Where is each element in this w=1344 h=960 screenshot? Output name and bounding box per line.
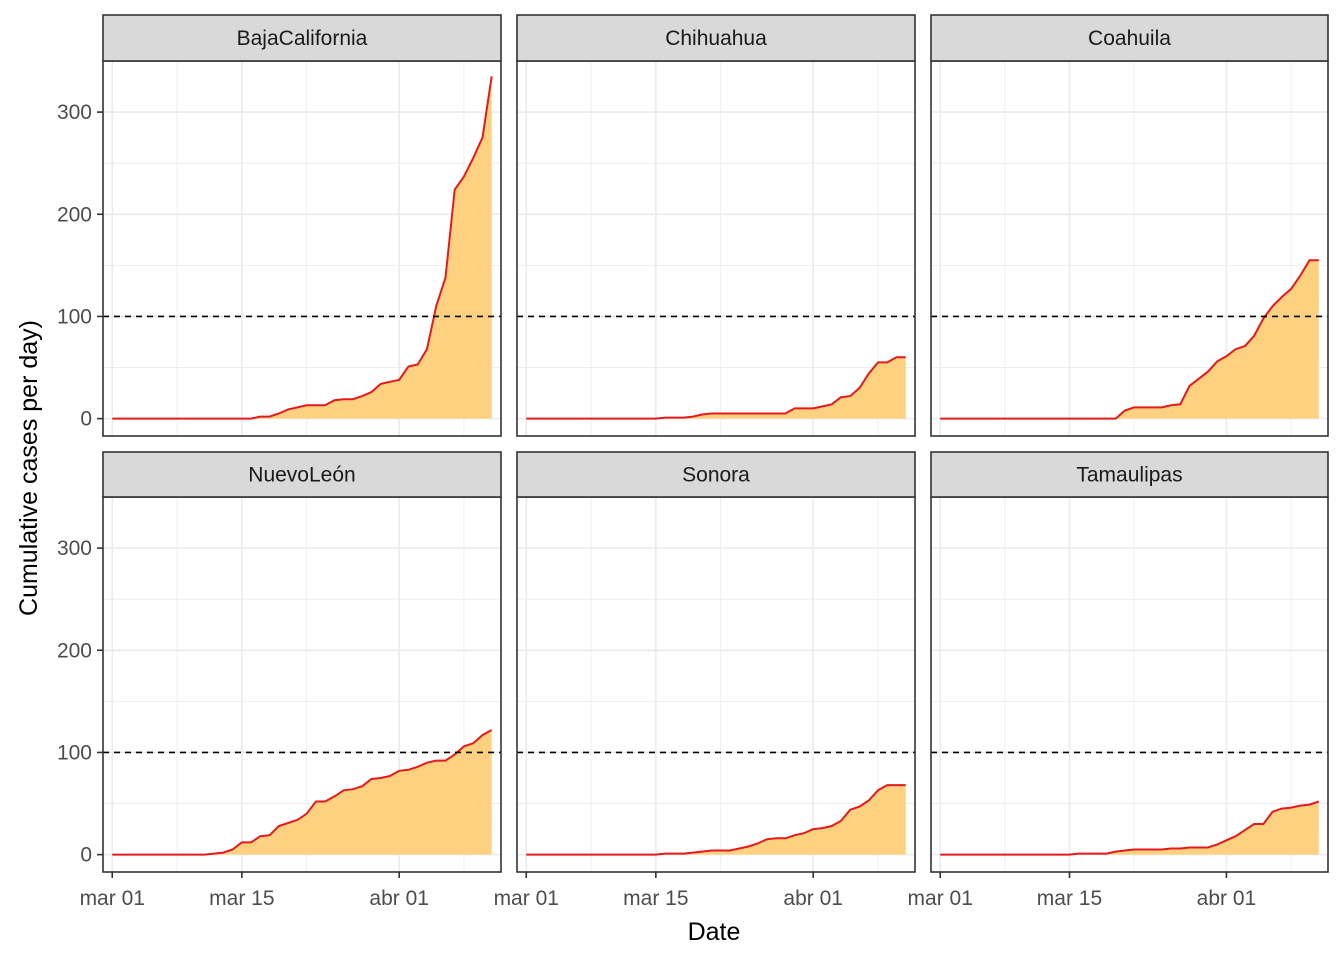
y-tick-label: 100	[57, 305, 92, 328]
strip-background	[102, 451, 502, 498]
area-bajacalifornia	[112, 76, 492, 419]
y-tick-label: 300	[57, 537, 92, 560]
area-coahuila	[940, 260, 1319, 419]
x-tick-label: abr 01	[369, 887, 429, 910]
strip-background	[930, 451, 1329, 498]
strip-label: Chihuahua	[665, 27, 767, 50]
strip-label: Tamaulipas	[1076, 464, 1182, 487]
x-tick-label: abr 01	[783, 887, 843, 910]
y-axis-title: Cumulative cases per day)	[15, 320, 43, 616]
x-tick-label: mar 01	[908, 887, 973, 910]
line-sonora	[526, 784, 906, 856]
line-coahuila	[940, 259, 1319, 420]
x-axis-title: Date	[688, 918, 741, 946]
y-tick-label: 300	[57, 101, 92, 124]
strip-background	[102, 14, 502, 62]
area-chihuahua	[526, 357, 906, 419]
x-tick-label: mar 15	[623, 887, 688, 910]
panel-tamaulipas: Tamaulipas mar 01 mar 15 abr 01	[908, 451, 1329, 910]
x-tick-label: mar 01	[80, 887, 145, 910]
strip-background	[516, 451, 916, 498]
panel-background	[931, 497, 1328, 872]
panel-chihuahua: Chihuahua	[516, 14, 916, 437]
line-bajacalifornia	[112, 76, 493, 420]
y-tick-label: 100	[57, 741, 92, 764]
strip-label: BajaCalifornia	[237, 27, 368, 50]
panel-sonora: Sonora mar 01 mar 15 abr 01	[494, 451, 916, 910]
area-sonora	[526, 785, 906, 855]
strip-label: NuevoLeón	[248, 464, 355, 487]
x-tick-label: mar 15	[1037, 887, 1102, 910]
line-chihuahua	[526, 356, 906, 420]
strip-background	[516, 14, 916, 62]
x-tick-label: mar 15	[209, 887, 274, 910]
strip-label: Sonora	[682, 464, 750, 487]
y-tick-label: 0	[80, 408, 92, 431]
panel-bajacalifornia: BajaCalifornia 0 100 200 300	[57, 14, 502, 437]
line-tamaulipas	[940, 800, 1320, 856]
panel-nuevoleon: NuevoLeón 0 100 200 300 mar 01 mar 15 abr 01	[57, 451, 502, 910]
area-nuevoleon	[112, 730, 492, 855]
strip-background	[930, 14, 1329, 62]
x-tick-label: mar 01	[494, 887, 559, 910]
y-tick-label: 200	[57, 639, 92, 662]
line-nuevoleon	[112, 729, 493, 856]
y-tick-label: 0	[80, 844, 92, 867]
panel-coahuila: Coahuila	[930, 14, 1329, 437]
panel-background	[517, 61, 915, 436]
x-tick-label: abr 01	[1197, 887, 1257, 910]
y-tick-label: 200	[57, 203, 92, 226]
strip-label: Coahuila	[1088, 27, 1171, 50]
panel-background	[517, 497, 915, 872]
